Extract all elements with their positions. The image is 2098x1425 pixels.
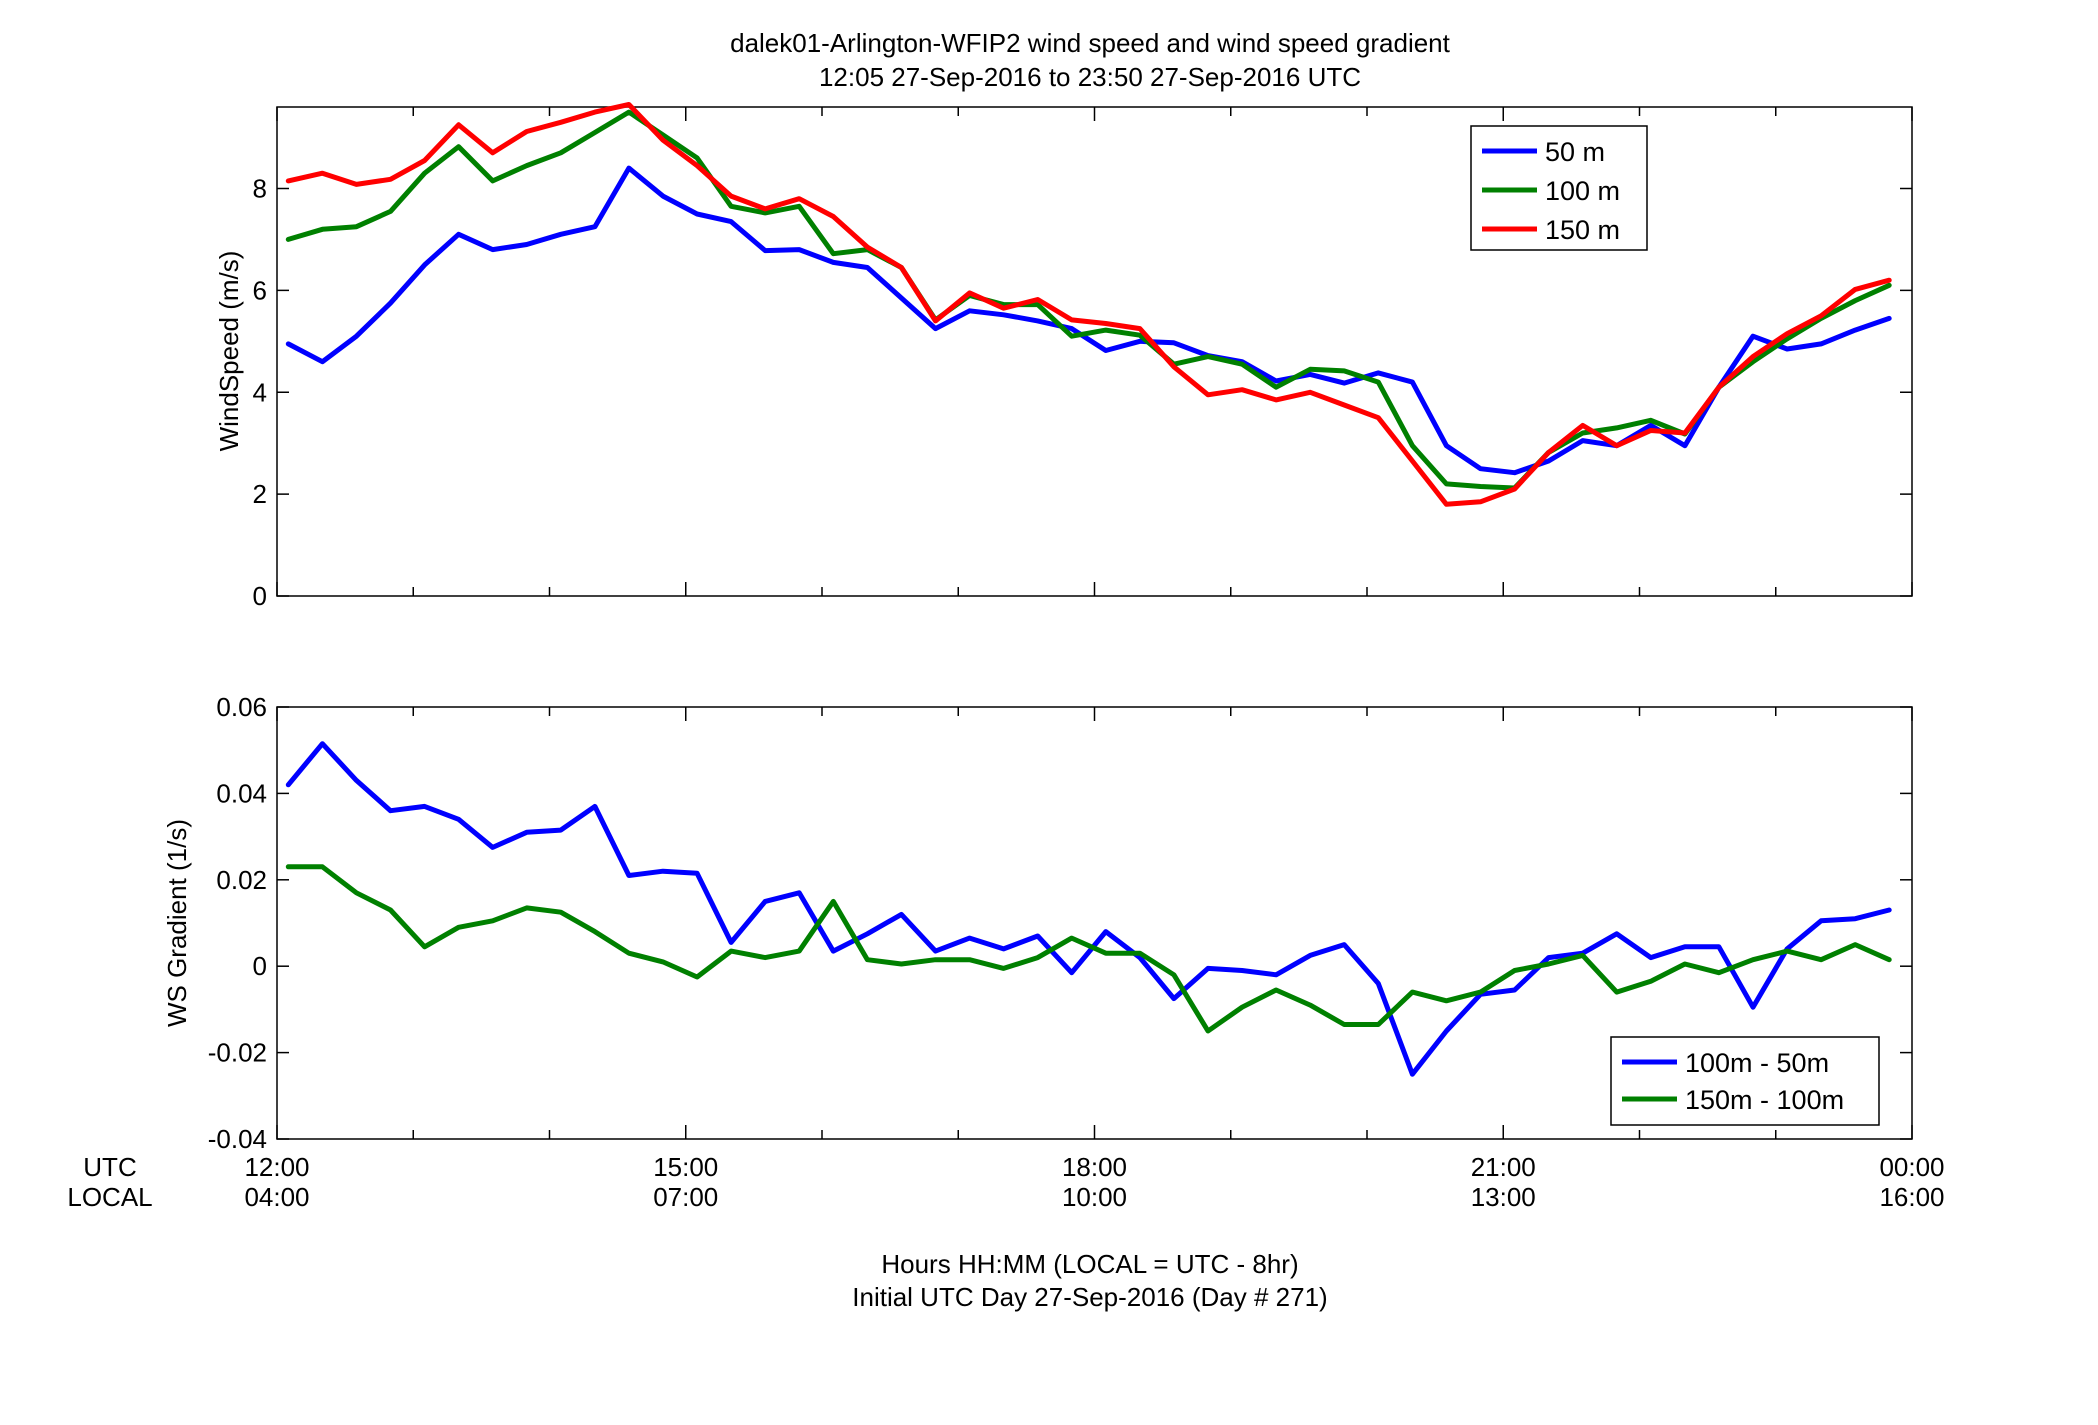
series-line-150-m [285,102,1892,507]
y-tick-label: -0.02 [208,1038,267,1068]
y-tick-label: 2 [253,479,267,509]
windspeed-legend: 50 m 100 m 150 m [1470,125,1648,251]
y-tick-label: 0.04 [216,778,267,808]
y-tick-label: 6 [253,275,267,305]
gradient-panel: -0.04 -0.02 0 0.02 0.04 0.06 WS Gradient (1/s… [162,692,1913,1154]
windspeed-series-lines [285,102,1892,507]
x-tick-label-utc: 00:00 [1879,1152,1944,1182]
legend-entry: 150 m [1545,215,1620,245]
x-axis-caption-line2: Initial UTC Day 27-Sep-2016 (Day # 271) [852,1282,1327,1312]
gradient-y-axis-label: WS Gradient (1/s) [162,819,192,1027]
x-tick-label-local: 07:00 [653,1182,718,1212]
gradient-x-ticks [276,707,1913,1139]
y-tick-label: 8 [253,174,267,204]
windspeed-x-ticks [276,107,1913,596]
windspeed-y-axis-label: WindSpeed (m/s) [214,251,244,452]
series-line-100m-50m [285,741,1892,1077]
gradient-legend: 100m - 50m 150m - 100m [1610,1036,1880,1126]
y-tick-label: 0.02 [216,865,267,895]
y-tick-label: -0.04 [208,1124,267,1154]
chart-title-line2: 12:05 27-Sep-2016 to 23:50 27-Sep-2016 U… [819,62,1361,92]
chart-title-line1: dalek01-Arlington-WFIP2 wind speed and w… [730,28,1451,58]
gradient-series-lines [285,741,1892,1077]
x-tick-label-utc: 15:00 [653,1152,718,1182]
legend-box [1610,1036,1880,1126]
windspeed-plot-area [276,106,1913,597]
x-tick-label-local: 13:00 [1471,1182,1536,1212]
x-tick-label-local: 10:00 [1062,1182,1127,1212]
gradient-y-ticks: -0.04 -0.02 0 0.02 0.04 0.06 [208,692,1912,1154]
windspeed-y-ticks: 0 2 4 6 8 [253,174,1912,611]
utc-row-label: UTC [83,1152,136,1182]
series-line-100-m [285,109,1892,491]
legend-entry: 100 m [1545,176,1620,206]
x-tick-label-local: 16:00 [1879,1182,1944,1212]
windspeed-panel: 0 2 4 6 8 WindSpeed (m/s) 50 m 100 m 150 m [214,102,1913,611]
x-tick-label-local: 04:00 [244,1182,309,1212]
y-tick-label: 4 [253,377,267,407]
legend-entry: 100m - 50m [1685,1048,1829,1078]
x-tick-label-utc: 18:00 [1062,1152,1127,1182]
legend-entry: 50 m [1545,137,1605,167]
legend-entry: 150m - 100m [1685,1085,1844,1115]
x-tick-label-utc: 21:00 [1471,1152,1536,1182]
x-tick-label-utc: 12:00 [244,1152,309,1182]
local-row-label: LOCAL [67,1182,152,1212]
y-tick-label: 0.06 [216,692,267,722]
series-line-150m-100m [285,864,1892,1034]
y-tick-label: 0 [253,581,267,611]
x-axis-caption-line1: Hours HH:MM (LOCAL = UTC - 8hr) [881,1249,1298,1279]
y-tick-label: 0 [253,951,267,981]
